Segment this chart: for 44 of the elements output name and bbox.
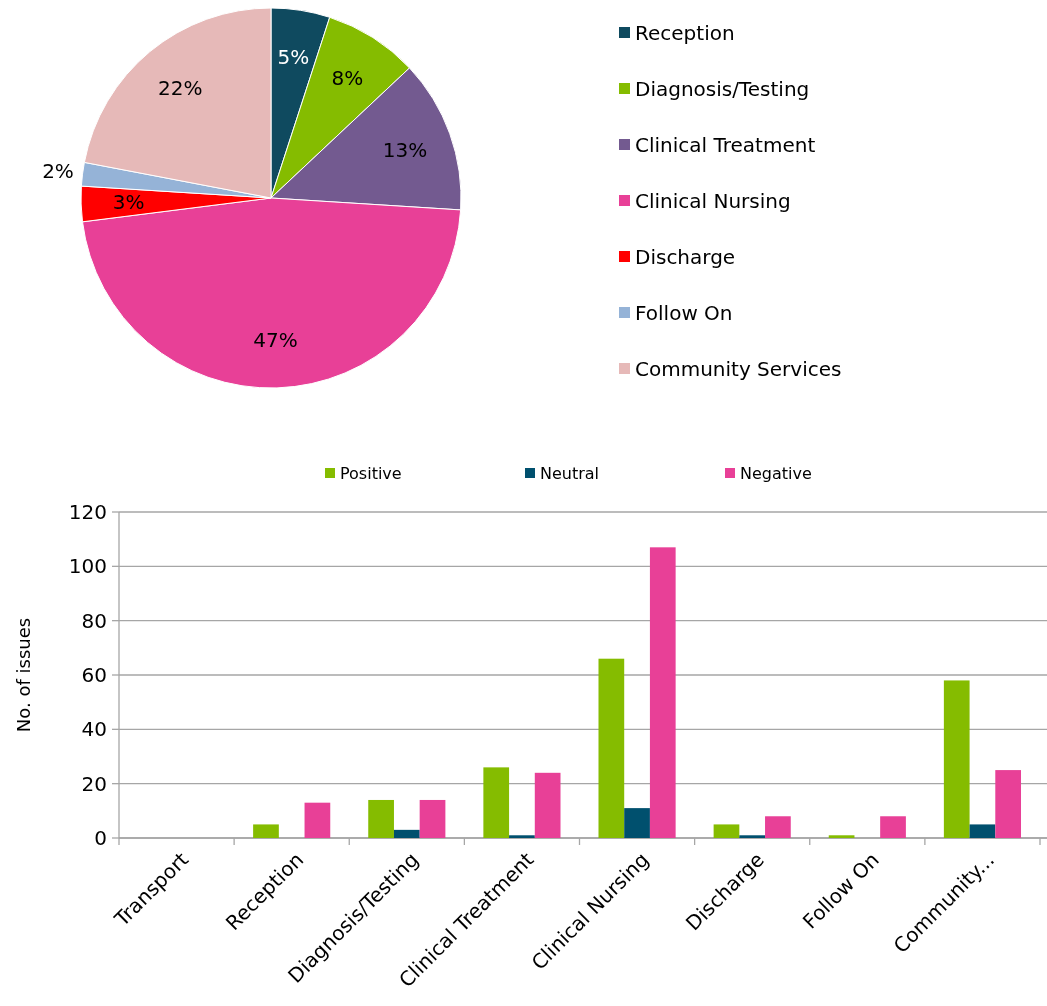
bar	[713, 824, 740, 838]
legend-label: Clinical Nursing	[635, 189, 791, 213]
legend-label: Positive	[340, 463, 402, 483]
bar	[304, 802, 331, 838]
bar	[765, 816, 791, 838]
y-axis-title: No. of issues	[13, 617, 35, 733]
legend-label: Reception	[635, 21, 735, 45]
y-tick-label: 120	[68, 500, 107, 524]
legend-label: Follow On	[635, 301, 733, 325]
bar	[649, 547, 676, 838]
legend-label: Discharge	[635, 245, 736, 269]
data-label: 2%	[42, 159, 74, 184]
y-tick-label: 20	[81, 771, 107, 796]
bar	[880, 816, 906, 838]
bar	[969, 824, 996, 838]
y-tick-label: 0	[94, 826, 107, 850]
bar	[393, 829, 420, 838]
bar	[598, 658, 625, 838]
bar	[483, 767, 510, 838]
legend-label: Clinical Treatment	[635, 133, 816, 157]
legend-label: Neutral	[540, 463, 600, 483]
bar	[534, 772, 561, 838]
data-label: 47%	[253, 328, 298, 353]
data-label: 3%	[112, 190, 145, 215]
bar	[368, 799, 394, 838]
bar	[995, 770, 1021, 838]
bar	[943, 680, 970, 838]
y-tick-label: 80	[81, 608, 107, 633]
data-label: 5%	[277, 45, 310, 70]
y-tick-label: 40	[81, 717, 107, 742]
y-tick-label: 60	[81, 663, 107, 687]
bar	[509, 835, 535, 838]
legend-label: Negative	[740, 463, 812, 483]
bar	[828, 835, 855, 838]
data-label: 22%	[157, 76, 203, 101]
bar	[739, 835, 766, 838]
bar	[419, 799, 446, 838]
y-tick-label: 100	[68, 554, 107, 579]
data-label: 13%	[382, 137, 428, 162]
data-label: 8%	[331, 65, 364, 90]
legend-label: Diagnosis/Testing	[635, 77, 810, 101]
bar	[253, 824, 279, 838]
legend-label: Community Services	[635, 357, 842, 381]
bar	[624, 808, 650, 838]
